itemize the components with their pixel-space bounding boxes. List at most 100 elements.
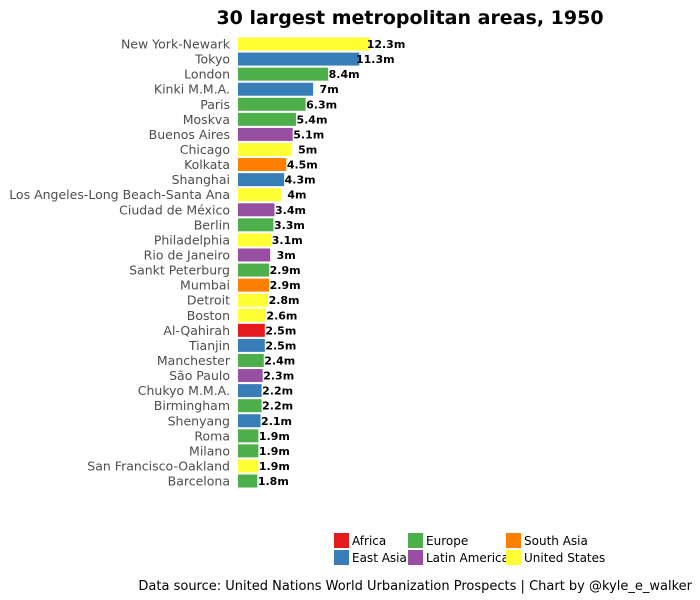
bar-philadelphia [238,233,272,247]
bar-buenos-aires [238,127,293,141]
legend-label-south-asia: South Asia [524,534,588,548]
category-label-philadelphia: Philadelphia [154,232,230,247]
value-label-chukyo-m-m-a: 2.2m [262,385,293,398]
value-label-roma: 1.9m [259,430,290,443]
value-label-milano: 1.9m [259,445,290,458]
value-label-sankt-peterburg: 2.9m [270,264,301,277]
bar-roma [238,429,259,443]
bar-shenyang [238,414,261,428]
legend: Africa East Asia Europe Latin America South … [334,533,605,565]
value-label-berlin: 3.3m [274,219,305,232]
category-label-sankt-peterburg: Sankt Peterburg [129,263,230,278]
category-label-shanghai: Shanghai [172,172,230,187]
value-label-mumbai: 2.9m [270,279,301,292]
bar-mumbai [238,278,270,292]
category-label-buenos-aires: Buenos Aires [149,127,230,142]
legend-key-united-states [506,550,521,565]
bar-boston [238,308,266,322]
bar-shanghai [238,173,285,187]
bar-san-francisco-oakland [238,459,259,473]
bar-los-angeles-long-beach-santa-ana [238,188,281,202]
chart-title: 30 largest metropolitan areas, 1950 [216,7,603,29]
bar-kinki-m-m-a [238,82,314,96]
bar-london [238,67,329,81]
bar-moskva [238,112,296,126]
category-label-new-york-newark: New York-Newark [121,37,231,52]
value-label-kinki-m-m-a: 7m [320,83,339,96]
value-label-birmingham: 2.2m [262,400,293,413]
value-label-new-york-newark: 12.3m [367,38,406,51]
value-label-san-francisco-oakland: 1.9m [259,460,290,473]
category-label-chicago: Chicago [180,142,230,157]
bar-sao-paulo [238,369,263,383]
legend-label-africa: Africa [352,534,386,548]
category-label-rio-de-janeiro: Rio de Janeiro [144,247,230,262]
bar-detroit [238,293,269,307]
category-label-paris: Paris [200,97,230,112]
category-label-berlin: Berlin [194,217,230,232]
value-label-chicago: 5m [298,143,317,156]
category-label-birmingham: Birmingham [154,398,230,413]
category-label-milano: Milano [189,443,230,458]
bar-ciudad-de-mexico [238,203,275,217]
category-label-barcelona: Barcelona [168,474,230,489]
bar-tianjin [238,338,265,352]
bar-birmingham [238,399,262,413]
bars-group: New York-Newark 12.3m Tokyo 11.3m London 8.4m… [9,37,405,489]
value-label-los-angeles-long-beach-santa-ana: 4m [287,189,306,202]
value-label-tokyo: 11.3m [356,53,395,66]
category-label-tianjin: Tianjin [188,338,230,353]
value-label-al-qahirah: 2.5m [265,324,296,337]
category-label-london: London [184,67,230,82]
legend-key-east-asia [334,550,349,565]
category-label-manchester: Manchester [157,353,231,368]
category-label-al-qahirah: Al-Qahirah [163,323,230,338]
bar-new-york-newark [238,37,370,51]
category-label-los-angeles-long-beach-santa-ana: Los Angeles-Long Beach-Santa Ana [9,187,230,202]
value-label-moskva: 5.4m [296,113,327,126]
bar-chukyo-m-m-a [238,384,262,398]
bar-kolkata [238,158,287,172]
category-label-kolkata: Kolkata [184,157,230,172]
chart-caption: Data source: United Nations World Urbani… [138,579,692,594]
legend-key-south-asia [506,533,521,548]
legend-key-europe [408,533,423,548]
value-label-shenyang: 2.1m [261,415,292,428]
category-label-boston: Boston [187,308,230,323]
legend-label-east-asia: East Asia [352,551,407,565]
value-label-philadelphia: 3.1m [272,234,303,247]
category-label-tokyo: Tokyo [194,52,230,67]
value-label-detroit: 2.8m [269,294,300,307]
bar-al-qahirah [238,323,265,337]
value-label-rio-de-janeiro: 3m [277,249,296,262]
bar-paris [238,97,306,111]
category-label-detroit: Detroit [187,293,230,308]
value-label-shanghai: 4.3m [285,174,316,187]
category-label-kinki-m-m-a: Kinki M.M.A. [154,82,230,97]
value-label-london: 8.4m [329,68,360,81]
bar-manchester [238,353,264,367]
category-label-ciudad-de-mexico: Ciudad de México [119,202,230,217]
bar-berlin [238,218,274,232]
legend-label-latin-america: Latin America [426,551,509,565]
category-label-sao-paulo: São Paulo [169,368,230,383]
bar-barcelona [238,474,258,488]
value-label-tianjin: 2.5m [265,339,296,352]
bar-milano [238,444,259,458]
legend-label-united-states: United States [524,551,605,565]
value-label-kolkata: 4.5m [287,159,318,172]
value-label-boston: 2.6m [266,309,297,322]
value-label-buenos-aires: 5.1m [293,128,324,141]
bar-rio-de-janeiro [238,248,271,262]
bar-sankt-peterburg [238,263,270,277]
category-label-shenyang: Shenyang [168,413,230,428]
bar-tokyo [238,52,360,66]
category-label-chukyo-m-m-a: Chukyo M.M.A. [138,383,230,398]
category-label-roma: Roma [194,428,230,443]
value-label-ciudad-de-mexico: 3.4m [275,204,306,217]
legend-key-africa [334,533,349,548]
bar-chicago [238,142,292,156]
category-label-san-francisco-oakland: San Francisco-Oakland [87,458,230,473]
value-label-manchester: 2.4m [264,354,295,367]
